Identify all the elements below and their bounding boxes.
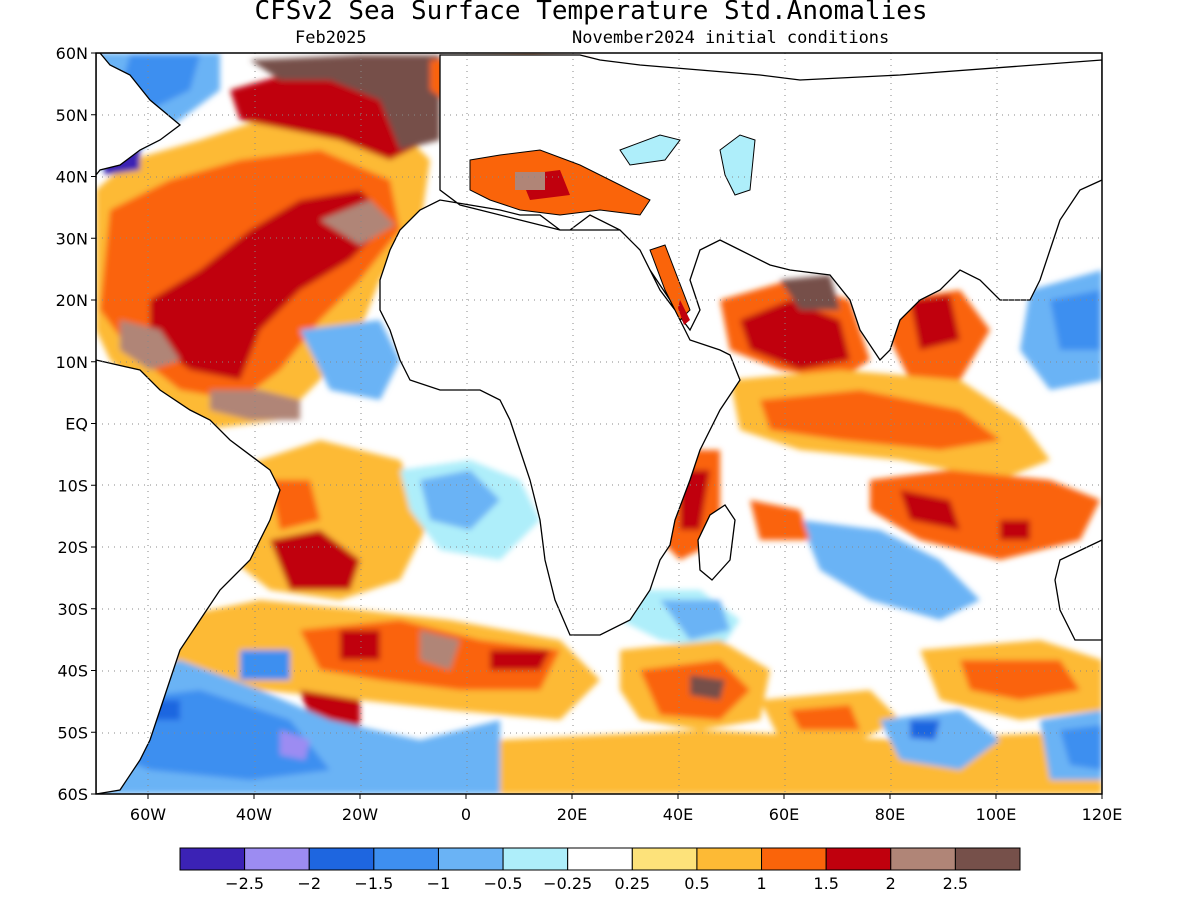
lon-tick-label: 40E [663,805,693,824]
lon-tick-label: 120E [1082,805,1123,824]
lat-tick-label: 60S [57,785,88,804]
lat-tick-label: EQ [65,415,88,434]
lon-tick-label: 60E [769,805,799,824]
lat-tick-label: 40S [57,662,88,681]
lat-tick-label: 20S [57,538,88,557]
colorbar-label: 1 [756,874,766,893]
colorbar-swatch [179,847,246,871]
colorbar-swatch [373,847,439,871]
colorbar-swatch [696,847,763,871]
anomaly-field [96,53,1102,794]
lat-tick-label: 10N [56,353,88,372]
colorbar-swatch [890,847,956,871]
lat-tick-label: 30S [57,600,88,619]
colorbar-swatch [825,847,892,871]
colorbar-label: −2.5 [225,874,264,893]
forecast-month: Feb2025 [295,28,367,48]
colorbar-swatch [954,847,1021,871]
lat-tick-label: 50S [57,723,88,742]
colorbar-label: −2 [297,874,321,893]
lat-tick-label: 60N [56,44,88,63]
lat-tick-label: 30N [56,229,88,248]
colorbar-label: −0.25 [543,874,592,893]
longitude-labels: 60W 40W 20W 0 20E 40E 60E 80E 100E 120E [130,805,1122,824]
colorbar-swatch [437,847,504,871]
lon-tick-label: 60W [130,805,166,824]
colorbar-label: 1.5 [813,874,838,893]
colorbar-label: −1 [427,874,451,893]
latitude-labels: 60N 50N 40N 30N 20N 10N EQ 10S 20S 30S 40S 50S 60S [56,44,88,804]
colorbar-labels: −2.5 −2 −1.5 −1 −0.5 −0.25 0.25 0.5 1 1.5 2 2.5 [225,874,968,893]
lon-tick-label: 80E [875,805,905,824]
lon-tick-label: 20E [557,805,587,824]
lon-tick-label: 40W [236,805,272,824]
lat-tick-label: 50N [56,106,88,125]
colorbar-swatch [308,847,375,871]
colorbar-swatch [567,847,633,871]
initial-conditions: November2024 initial conditions [572,28,890,48]
lat-tick-label: 20N [56,291,88,310]
colorbar [179,847,1021,871]
lon-tick-label: 0 [461,805,471,824]
lat-tick-label: 10S [57,476,88,495]
colorbar-swatch [761,847,827,871]
colorbar-swatch [244,847,310,871]
lon-tick-label: 20W [342,805,378,824]
colorbar-label: −0.5 [484,874,523,893]
chart-title: CFSv2 Sea Surface Temperature Std.Anomal… [254,0,928,26]
colorbar-label: 0.5 [684,874,709,893]
colorbar-swatch [631,847,698,871]
colorbar-label: −1.5 [354,874,393,893]
colorbar-swatch [502,847,569,871]
colorbar-label: 2 [886,874,896,893]
colorbar-label: 0.25 [614,874,650,893]
lat-tick-label: 40N [56,168,88,187]
lon-tick-label: 100E [976,805,1017,824]
colorbar-label: 2.5 [943,874,968,893]
